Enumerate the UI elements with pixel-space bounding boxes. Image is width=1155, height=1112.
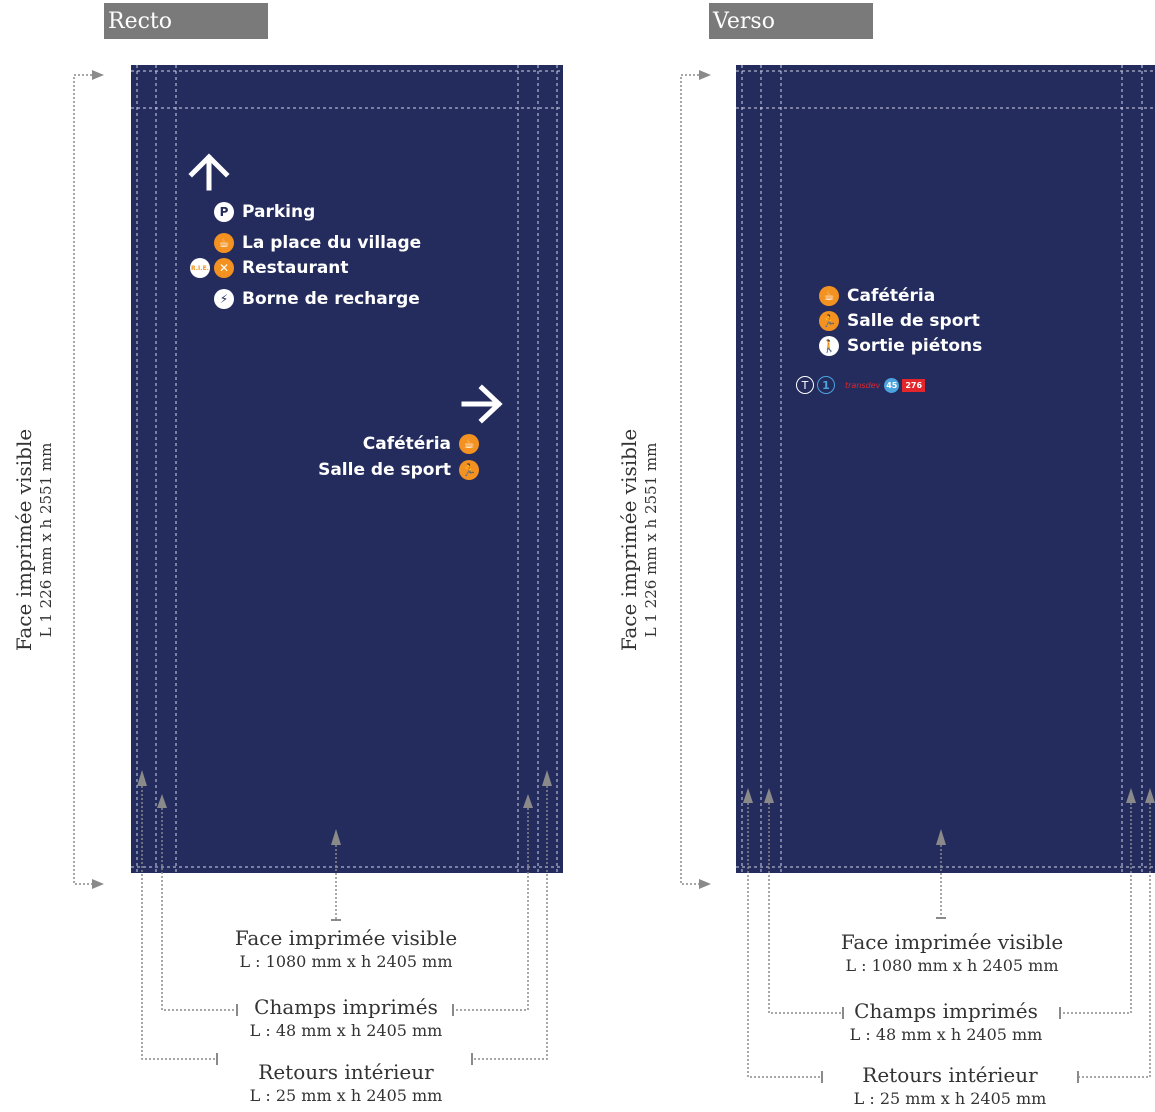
sign-label: Restaurant xyxy=(242,258,349,278)
verso-dim-champs: Champs imprimés L : 48 mm x h 2405 mm xyxy=(796,998,1096,1046)
sign-label: Parking xyxy=(242,202,316,222)
recto-tab: Recto xyxy=(104,3,268,39)
sign-label: La place du village xyxy=(242,233,422,253)
transdev-logo: transdev xyxy=(845,380,881,390)
parking-icon: P xyxy=(214,202,234,222)
sign-place-village: ☕ La place du village xyxy=(214,233,421,253)
sign-label: Salle de sport xyxy=(847,311,980,331)
dim-title: Retours intérieur xyxy=(258,1060,434,1084)
tram-line-badge: 1 xyxy=(817,376,835,394)
sign-sortie-pietons: 🚶 Sortie piétons xyxy=(819,336,982,356)
side-label-title: Face imprimée visible xyxy=(617,428,641,652)
sign-label: Salle de sport xyxy=(318,460,451,480)
sport-icon: 🏃 xyxy=(819,311,839,331)
verso-panel xyxy=(736,65,1155,873)
sign-cafeteria-right: Cafétéria ☕ xyxy=(363,434,479,454)
recto-side-label: Face imprimée visible L 1 226 mm x h 255… xyxy=(12,360,56,720)
dim-size: L : 25 mm x h 2405 mm xyxy=(249,1086,443,1105)
sign-cafeteria: ☕ Cafétéria xyxy=(819,286,935,306)
sign-salle-sport: 🏃 Salle de sport xyxy=(819,311,980,331)
restaurant-icon: ✕ xyxy=(214,258,234,278)
rie-badge: R.I.E. xyxy=(190,258,210,278)
coffee-icon: ☕ xyxy=(459,434,479,454)
dim-size: L : 1080 mm x h 2405 mm xyxy=(239,952,453,971)
coffee-icon: ☕ xyxy=(214,233,234,253)
sport-icon: 🏃 xyxy=(459,460,479,480)
verso-dim-visible: Face imprimée visible L : 1080 mm x h 24… xyxy=(802,929,1102,977)
recto-dim-visible: Face imprimée visible L : 1080 mm x h 24… xyxy=(196,925,496,973)
recto-dim-champs: Champs imprimés L : 48 mm x h 2405 mm xyxy=(196,994,496,1042)
dim-size: L : 25 mm x h 2405 mm xyxy=(853,1089,1047,1108)
side-label-title: Face imprimée visible xyxy=(12,428,36,652)
sign-parking: P Parking xyxy=(214,202,315,222)
sign-restaurant: R.I.E. ✕ Restaurant xyxy=(190,258,349,278)
sign-label: Cafétéria xyxy=(847,286,936,306)
sign-borne-recharge: ⚡ Borne de recharge xyxy=(214,289,420,309)
side-label-size: L 1 226 mm x h 2551 mm xyxy=(642,442,660,638)
dim-title: Champs imprimés xyxy=(854,999,1038,1023)
car-charging-icon: ⚡ xyxy=(214,289,234,309)
verso-tab: Verso xyxy=(709,3,873,39)
bus-line-badge: 276 xyxy=(902,378,926,392)
verso-side-label: Face imprimée visible L 1 226 mm x h 255… xyxy=(617,360,661,720)
dim-title: Face imprimée visible xyxy=(234,926,458,950)
dim-title: Champs imprimés xyxy=(254,995,438,1019)
dim-size: L : 48 mm x h 2405 mm xyxy=(849,1025,1043,1044)
dim-title: Face imprimée visible xyxy=(840,930,1064,954)
recto-panel xyxy=(131,65,563,873)
sign-salle-sport-right: Salle de sport 🏃 xyxy=(318,460,479,480)
bus-line-badge: 45 xyxy=(884,377,900,393)
sign-label: Sortie piétons xyxy=(847,336,983,356)
recto-dim-retours: Retours intérieur L : 25 mm x h 2405 mm xyxy=(196,1059,496,1107)
transport-row: T 1 transdev 45 276 xyxy=(796,375,926,395)
pedestrian-icon: 🚶 xyxy=(819,336,839,356)
tram-icon: T xyxy=(796,376,814,394)
sign-label: Borne de recharge xyxy=(242,289,420,309)
coffee-icon: ☕ xyxy=(819,286,839,306)
sign-label: Cafétéria xyxy=(362,434,451,454)
dim-title: Retours intérieur xyxy=(862,1063,1038,1087)
dim-size: L : 48 mm x h 2405 mm xyxy=(249,1021,443,1040)
dim-size: L : 1080 mm x h 2405 mm xyxy=(845,956,1059,975)
verso-dim-retours: Retours intérieur L : 25 mm x h 2405 mm xyxy=(800,1062,1100,1110)
side-label-size: L 1 226 mm x h 2551 mm xyxy=(37,442,55,638)
